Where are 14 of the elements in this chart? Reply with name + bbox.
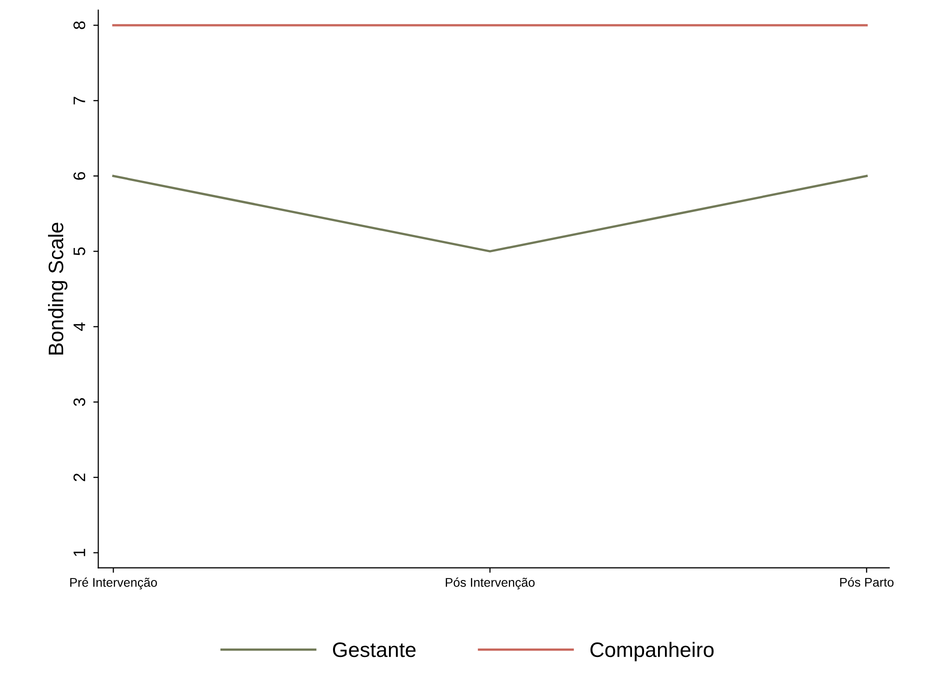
- y-axis-title: Bonding Scale: [48, 222, 68, 354]
- x-tick-label: Pós Parto: [840, 577, 894, 587]
- y-tick-label: 6: [73, 172, 86, 180]
- y-tick-label: 1: [74, 548, 86, 556]
- y-tick-label: 5: [74, 247, 86, 256]
- legend-label: Companheiro: [590, 642, 714, 662]
- y-tick-label: 7: [74, 96, 86, 104]
- legend-label: Gestante: [333, 642, 416, 658]
- y-tick-label: 4: [74, 322, 86, 331]
- y-tick-label: 3: [73, 398, 86, 406]
- x-tick-label: Pré Intervenção: [70, 578, 157, 590]
- x-tick-label: Pós Intervenção: [446, 578, 535, 590]
- y-tick-label: 2: [73, 474, 86, 482]
- y-tick-label: 8: [73, 21, 86, 30]
